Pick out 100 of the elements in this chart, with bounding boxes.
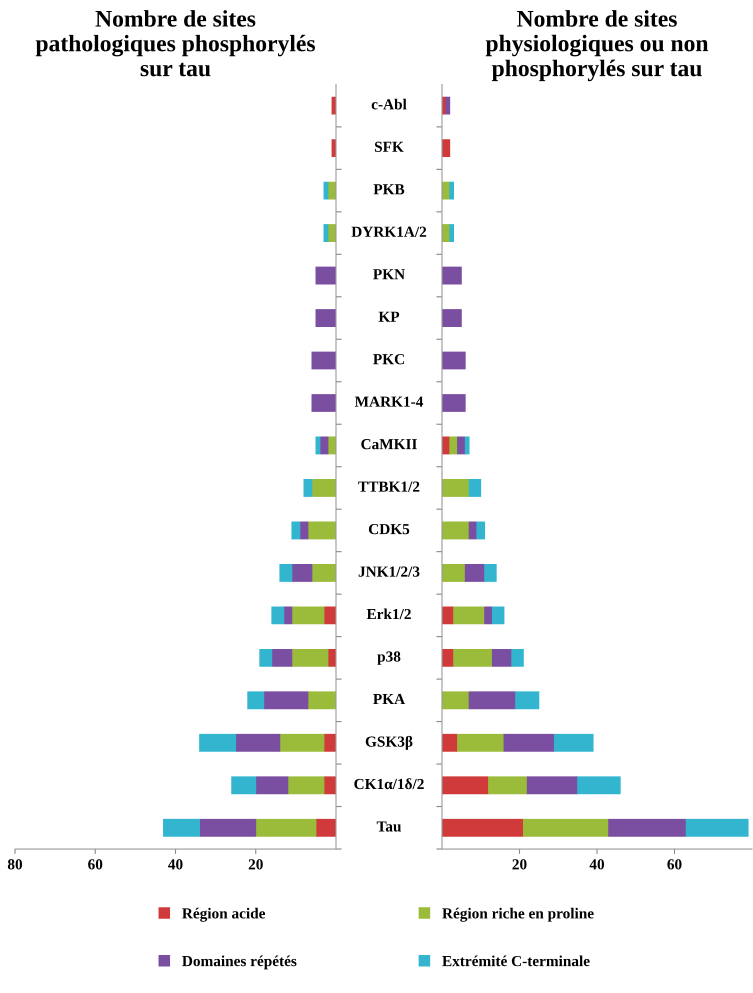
y-tick-label: PKC xyxy=(373,354,404,364)
bar xyxy=(199,734,236,752)
bar xyxy=(316,266,336,284)
x-tick-label: 80 xyxy=(8,859,22,870)
y-tick-label: p38 xyxy=(377,651,400,665)
bar xyxy=(468,522,478,540)
bar xyxy=(316,436,320,454)
bar xyxy=(442,139,450,158)
bar xyxy=(468,479,482,497)
bar xyxy=(312,352,336,370)
bar xyxy=(449,182,454,200)
bar xyxy=(332,96,336,115)
y-tick-label: CaMKII xyxy=(361,439,417,450)
bar xyxy=(235,734,280,752)
bar xyxy=(453,648,493,667)
bar xyxy=(279,564,292,582)
bar xyxy=(442,522,470,540)
bar xyxy=(522,818,610,837)
bar xyxy=(283,606,292,624)
bar xyxy=(259,648,272,667)
bar xyxy=(449,224,454,242)
y-tick-label: c-Abl xyxy=(372,98,407,110)
bar xyxy=(255,818,316,837)
bar xyxy=(468,691,516,710)
bar xyxy=(299,522,308,540)
bar xyxy=(291,606,324,624)
y-tick-label: Tau xyxy=(376,821,402,832)
bar xyxy=(271,606,284,624)
bar xyxy=(291,648,328,667)
bar xyxy=(484,564,497,582)
y-tick-label: CDK5 xyxy=(368,524,410,534)
bar xyxy=(316,818,336,837)
legend-label: Région acide xyxy=(182,908,266,922)
bar xyxy=(445,96,450,115)
bar xyxy=(231,776,256,794)
bar xyxy=(442,309,462,327)
y-tick-label: PKB xyxy=(374,184,404,194)
bar xyxy=(307,522,336,540)
chart-title: Nombre de sites pathologiques phosphorylés sur tau xyxy=(36,10,315,76)
bar xyxy=(526,776,578,794)
legend-label: Extrémité C-terminale xyxy=(442,955,590,966)
bar xyxy=(453,606,486,624)
bar xyxy=(464,564,486,582)
bar xyxy=(303,479,312,497)
bar xyxy=(199,818,256,837)
bar xyxy=(442,776,489,794)
bar xyxy=(291,564,312,582)
bar xyxy=(442,352,466,370)
y-tick-label: KP xyxy=(378,312,400,322)
bar xyxy=(442,394,466,412)
bar xyxy=(312,564,336,582)
x-tick-label: 40 xyxy=(168,859,183,870)
bar xyxy=(608,818,687,837)
bar xyxy=(255,776,288,794)
bar xyxy=(488,776,528,794)
bar xyxy=(442,734,458,752)
bar xyxy=(577,776,621,794)
bar xyxy=(163,818,200,837)
bar xyxy=(320,436,328,454)
bar xyxy=(442,564,466,582)
bar xyxy=(686,818,749,837)
bar xyxy=(554,734,594,752)
bar xyxy=(307,691,336,710)
y-tick-label: Erk1/2 xyxy=(366,608,411,620)
y-tick-label: PKN xyxy=(373,269,405,280)
y-tick-label: SFK xyxy=(374,142,404,152)
bar xyxy=(279,734,324,752)
bar xyxy=(324,224,328,242)
y-tick-label: MARK1-4 xyxy=(354,396,424,407)
bar xyxy=(291,522,300,540)
bar xyxy=(457,734,504,752)
bar xyxy=(287,776,324,794)
bar xyxy=(442,266,462,284)
legend-label: Région riche en proline xyxy=(442,908,594,922)
bar xyxy=(511,648,524,667)
bar xyxy=(316,309,336,327)
x-tick-label: 60 xyxy=(88,859,102,870)
y-tick-label: PKA xyxy=(373,694,406,704)
bar xyxy=(476,522,486,540)
x-tick-label: 20 xyxy=(512,859,527,870)
y-tick-label: DYRK1A/2 xyxy=(352,226,426,237)
bar xyxy=(484,606,493,624)
y-tick-label: JNK1/2/3 xyxy=(358,566,420,577)
bar xyxy=(332,139,336,158)
bar xyxy=(492,606,504,624)
chart-title: Nombre de sites physiologiques ou non phosphorylés sur tau xyxy=(486,10,708,82)
y-tick-label: CK1α/1δ/2 xyxy=(354,778,424,790)
bar xyxy=(271,648,292,667)
x-tick-label: 60 xyxy=(667,859,682,870)
bar xyxy=(442,479,470,497)
x-tick-label: 40 xyxy=(590,859,604,870)
bar xyxy=(515,691,540,710)
bar xyxy=(312,394,336,412)
bar xyxy=(457,436,466,454)
bar xyxy=(247,691,264,710)
x-tick-label: 20 xyxy=(248,859,263,870)
legend-label: Domaines répétés xyxy=(182,955,296,970)
y-tick-label: TTBK1/2 xyxy=(358,482,420,492)
bar xyxy=(464,436,470,454)
bar xyxy=(504,734,555,752)
